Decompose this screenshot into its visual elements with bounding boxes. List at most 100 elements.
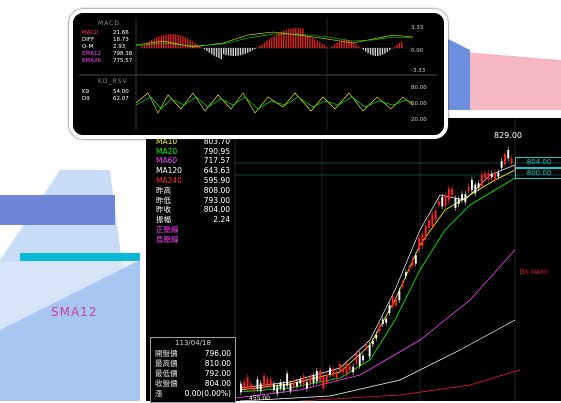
candle-body <box>418 238 420 250</box>
macd-bar <box>367 48 368 53</box>
candle-body <box>329 368 331 374</box>
kd-row-label: K9 <box>82 89 89 95</box>
candle-body <box>415 255 417 263</box>
macd-row-label: DIFF <box>82 37 94 43</box>
indicator-label: 負壓線 <box>156 235 179 245</box>
candle-body <box>257 379 259 389</box>
quote-value: 796.00 <box>205 349 231 359</box>
macd-row-value: 21.66 <box>113 30 129 36</box>
macd-bar <box>168 34 169 48</box>
candle-body <box>375 335 377 339</box>
ma60-tag: 日K MA60 <box>519 267 548 276</box>
macd-title[interactable]: MACD <box>98 20 136 28</box>
macd-bar <box>321 44 322 48</box>
kd-row-value: 62.07 <box>113 96 129 102</box>
kd-axis-label: 80.00 <box>411 85 427 91</box>
ma20-line <box>240 178 515 392</box>
candle-body <box>435 210 437 219</box>
macd-bar <box>273 36 274 48</box>
candle-body <box>504 154 506 164</box>
candle-body <box>326 375 328 384</box>
candle-body <box>240 384 242 393</box>
candle-body <box>352 367 354 373</box>
candle-body <box>425 226 427 239</box>
indicator-value: 717.57 <box>204 156 230 166</box>
candle-body <box>309 376 311 383</box>
indicator-label: 正壓線 <box>156 225 179 235</box>
macd-bar <box>156 38 157 48</box>
macd-bar <box>326 47 327 48</box>
candle-body <box>273 384 275 390</box>
chart-grid <box>235 118 515 401</box>
macd-row-label: MACD <box>82 30 99 36</box>
candle-body <box>497 173 499 177</box>
macd-bar <box>180 36 181 48</box>
macd-bar <box>211 48 212 54</box>
candles-group <box>240 147 516 397</box>
macd-bar <box>153 39 154 48</box>
macd-axis-label: 3.33 <box>411 25 423 31</box>
macd-bar <box>187 39 188 48</box>
macd-bar <box>389 48 390 50</box>
macd-bar <box>305 35 306 48</box>
kd-title[interactable]: KD_RSV <box>98 78 136 86</box>
macd-bar <box>341 41 342 48</box>
candle-body <box>458 199 460 204</box>
indicator-label: MA120 <box>156 166 182 176</box>
macd-bar <box>209 48 210 53</box>
macd-bar <box>312 38 313 48</box>
candle-body <box>382 319 384 324</box>
candle-body <box>362 356 364 361</box>
macd-bar <box>252 48 253 50</box>
macd-bar <box>161 36 162 48</box>
candle-body <box>280 382 282 388</box>
candle-body <box>293 380 295 387</box>
candle-body <box>253 387 255 391</box>
candle-body <box>441 197 443 207</box>
macd-bar <box>240 48 241 55</box>
macd-bar <box>204 48 205 49</box>
indicator-value: 595.90 <box>204 176 230 186</box>
macd-bar <box>233 48 234 56</box>
candle-body <box>484 173 486 178</box>
candle-body <box>392 296 394 307</box>
candle-body <box>395 299 397 305</box>
candle-body <box>250 384 252 390</box>
candle-body <box>507 150 509 158</box>
candle-body <box>369 345 371 356</box>
macd-bar <box>245 48 246 54</box>
indicator-label: MA20 <box>156 147 177 157</box>
macd-bar <box>235 48 236 56</box>
indicator-value: 2.24 <box>213 215 230 225</box>
macd-bar <box>346 40 347 48</box>
candle-body <box>471 180 473 190</box>
candle-body <box>303 376 305 386</box>
indicator-value: 793.00 <box>204 196 230 206</box>
candle-body <box>478 183 480 188</box>
candle-body <box>276 386 278 393</box>
candle-body <box>474 185 476 194</box>
candle-body <box>491 174 493 177</box>
high-price-label: 829.00 <box>494 131 522 140</box>
macd-bar <box>317 41 318 48</box>
macd-bar <box>223 48 224 54</box>
candle-body <box>379 325 381 331</box>
macd-bar <box>216 48 217 57</box>
macd-bar <box>387 48 388 52</box>
indicator-label: MA240 <box>156 176 182 186</box>
macd-bar <box>249 48 250 52</box>
indicator-label: 振幅 <box>156 215 171 225</box>
macd-bar <box>213 48 214 56</box>
macd-bar <box>276 35 277 48</box>
candle-body <box>448 189 450 201</box>
candle-body <box>299 380 301 384</box>
ma5-line <box>240 165 515 388</box>
candle-body <box>316 371 318 381</box>
macd-row-label: EMA12 <box>82 51 101 57</box>
